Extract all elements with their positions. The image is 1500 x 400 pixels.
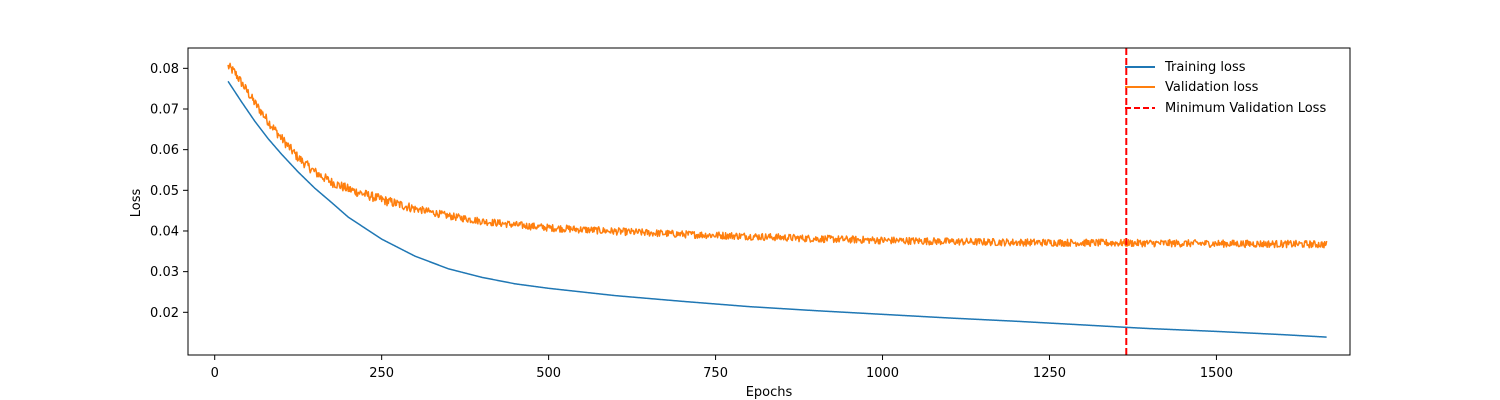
x-tick-label: 0 [211,366,219,381]
legend-label-validation: Validation loss [1165,80,1259,95]
x-axis-ticks: 0 250 500 750 1000 1250 1500 [211,355,1233,381]
x-tick-label: 1000 [866,366,899,381]
x-tick-label: 1250 [1033,366,1066,381]
series-layer [227,62,1328,338]
y-tick-label: 0.02 [150,306,179,321]
y-tick-label: 0.08 [150,62,179,77]
y-tick-label: 0.06 [150,143,179,158]
legend-label-min-val: Minimum Validation Loss [1165,101,1326,116]
x-tick-label: 750 [703,366,728,381]
x-tick-label: 250 [369,366,394,381]
y-axis-label: Loss [129,189,144,218]
legend: Training loss Validation loss Minimum Va… [1125,60,1326,116]
x-tick-label: 500 [536,366,561,381]
x-axis-label: Epochs [746,385,793,400]
y-tick-label: 0.04 [150,224,179,239]
y-tick-label: 0.07 [150,102,179,117]
y-axis-ticks: 0.02 0.03 0.04 0.05 0.06 0.07 0.08 [150,62,188,321]
y-tick-label: 0.05 [150,184,179,199]
plot-frame [187,47,1351,356]
legend-label-training: Training loss [1164,60,1246,75]
validation-loss-line [227,62,1328,249]
training-loss-line [227,80,1327,338]
x-tick-label: 1500 [1200,366,1233,381]
y-tick-label: 0.03 [150,265,179,280]
